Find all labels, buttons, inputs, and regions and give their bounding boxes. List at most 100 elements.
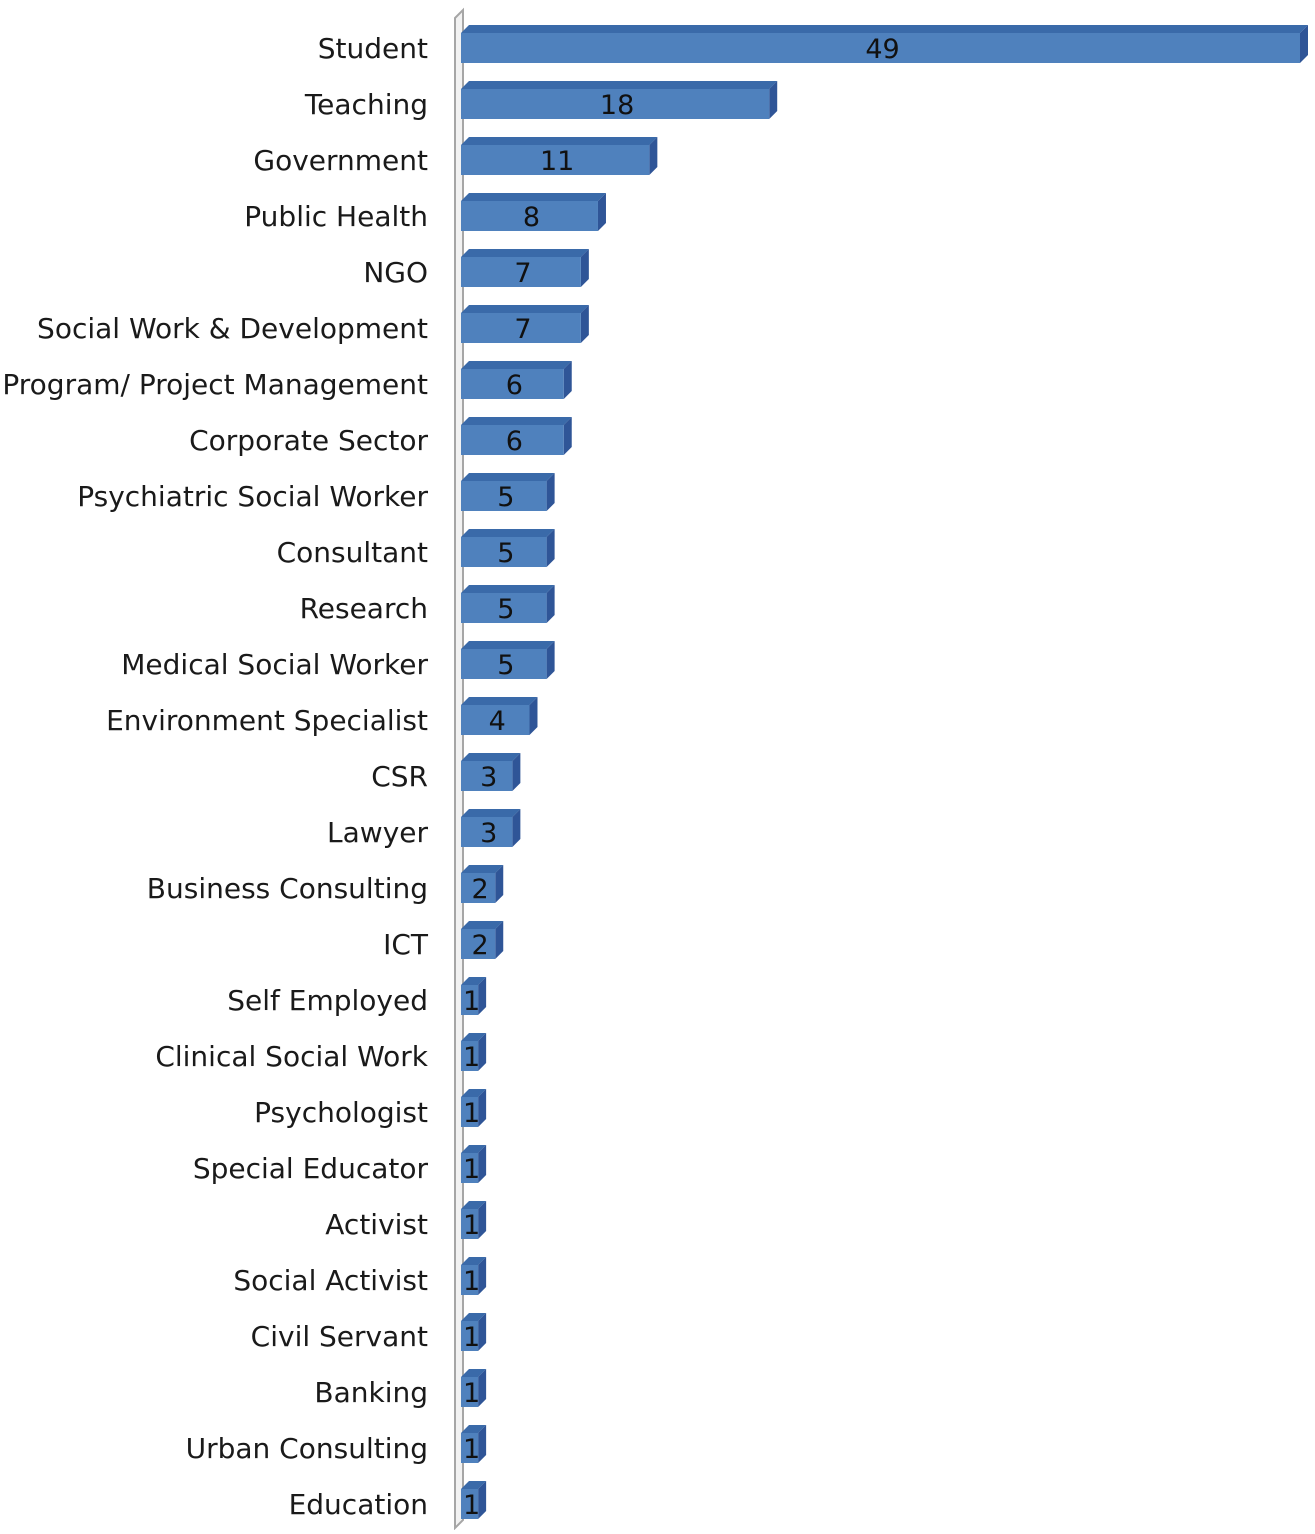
bar [461,537,547,567]
bar-top-face [461,137,658,145]
category-label: Banking [314,1376,428,1409]
bar-top-face [461,1313,487,1321]
bar-side-face [478,1425,487,1463]
bar-group [461,305,589,343]
bar-side-face [529,697,538,735]
bar-group [461,193,606,231]
bar-group [461,921,504,959]
data-label: 3 [480,818,497,849]
category-label: Corporate Sector [189,424,428,457]
bar [461,1265,479,1295]
category-label: Activist [325,1208,428,1241]
bar-group [461,1257,487,1295]
bar-top-face [461,1369,487,1377]
category-label: Government [253,144,428,177]
bar-group [461,585,555,623]
category-label: Clinical Social Work [155,1040,428,1073]
bar-top-face [461,1033,487,1041]
data-label: 18 [600,90,634,121]
bar-side-face [478,1033,487,1071]
category-label: NGO [363,256,428,289]
bar-top-face [461,1257,487,1265]
bar-group [461,1145,487,1183]
bar-side-face [512,809,521,847]
bar [461,1377,479,1407]
bar-top-face [461,417,572,425]
bar-top-face [461,977,487,985]
bar-group [461,809,521,847]
bar-top-face [461,193,606,201]
data-label: 1 [463,1378,480,1409]
bar-top-face [461,361,572,369]
bar-top-face [461,1145,487,1153]
bar-group [461,753,521,791]
data-label: 1 [463,1266,480,1297]
bar-top-face [461,249,589,257]
category-label: Lawyer [327,816,428,849]
bar [461,649,547,679]
bar-group [461,1369,487,1407]
bar [461,1489,479,1519]
category-label: CSR [371,760,428,793]
bar-side-face [495,921,504,959]
bar-top-face [461,921,504,929]
category-label: Urban Consulting [186,1432,428,1465]
data-label: 4 [489,706,506,737]
bar-top-face [461,1089,487,1097]
bar [461,1153,479,1183]
category-label: Civil Servant [251,1320,428,1353]
bar-side-face [478,1481,487,1519]
bar-side-face [580,305,589,343]
category-label: Medical Social Worker [121,648,428,681]
category-label: Social Work & Development [37,312,428,345]
bar-group [461,697,538,735]
data-label: 1 [463,1434,480,1465]
category-label: Public Health [244,200,428,233]
bar-group [461,1033,487,1071]
bar-top-face [461,1201,487,1209]
data-label: 11 [540,146,574,177]
bar-top-face [461,809,521,817]
bar-top-face [461,697,538,705]
data-label: 5 [497,594,514,625]
data-label: 2 [472,930,489,961]
bar-group [461,977,487,1015]
bar-top-face [461,865,504,873]
bar-top-face [461,529,555,537]
bar-group [461,417,572,455]
bar-side-face [478,1201,487,1239]
category-label: Program/ Project Management [2,368,428,401]
bar-group [461,1481,487,1519]
bars-layer [461,25,1308,1519]
bar-top-face [461,1425,487,1433]
data-label: 5 [497,538,514,569]
category-label: Consultant [277,536,428,569]
bar-side-face [769,81,778,119]
bar-group [461,361,572,399]
bar [461,481,547,511]
data-label: 5 [497,482,514,513]
bar-top-face [461,753,521,761]
category-label: Environment Specialist [106,704,428,737]
data-label: 6 [506,426,523,457]
bar [461,89,770,119]
category-label: ICT [383,928,429,961]
data-label: 8 [523,202,540,233]
bar-side-face [512,753,521,791]
data-label: 5 [497,650,514,681]
bar-side-face [649,137,658,175]
category-label: Business Consulting [147,872,428,905]
data-label: 7 [514,314,531,345]
bar-side-face [1300,25,1308,63]
bar-group [461,529,555,567]
bar-side-face [546,473,555,511]
bar-group [461,1425,487,1463]
bar-side-face [597,193,606,231]
bar [461,593,547,623]
bar [461,1433,479,1463]
bar-group [461,137,658,175]
data-label: 49 [865,34,899,65]
bar [461,705,530,735]
